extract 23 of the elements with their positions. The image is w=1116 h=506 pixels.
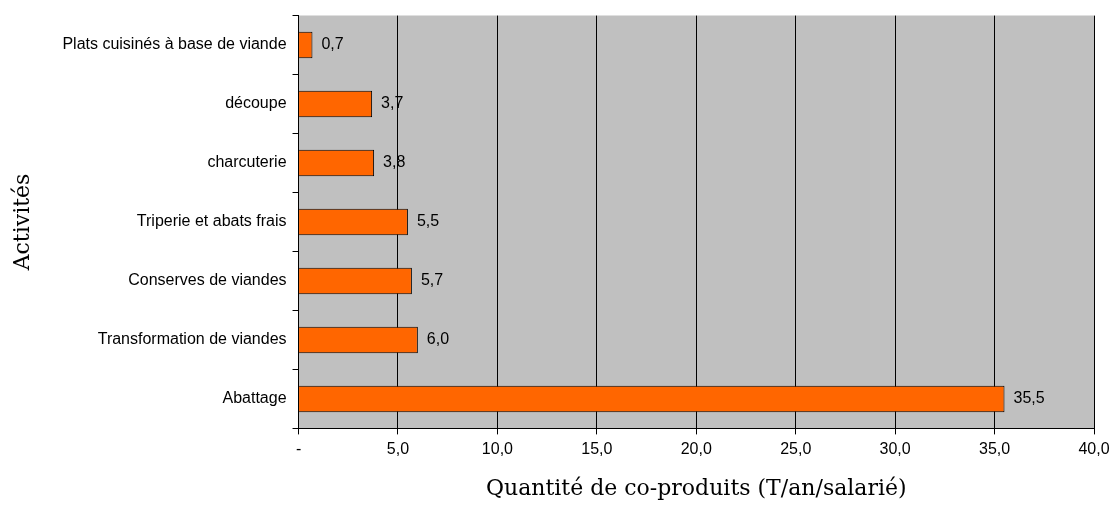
x-tick-label: 25,0 <box>780 440 812 458</box>
x-axis-title: Quantité de co-produits (T/an/salarié) <box>485 474 907 500</box>
x-tick-label: 10,0 <box>481 440 514 458</box>
y-tick-label: Transformation de viandes <box>97 330 287 348</box>
data-label: 5,7 <box>420 271 444 289</box>
x-tick-label: 15,0 <box>581 440 613 458</box>
y-tick-label: découpe <box>225 94 287 112</box>
x-tick-label: 40,0 <box>1078 440 1110 458</box>
y-axis-title: Activités <box>8 173 34 272</box>
data-label: 5,5 <box>416 212 440 230</box>
y-tick-label: Plats cuisinés à base de viande <box>62 35 287 53</box>
x-tick-label: 20,0 <box>680 440 712 458</box>
data-label: 6,0 <box>426 330 450 348</box>
x-tick-label: - <box>295 440 302 458</box>
y-tick-label: charcuterie <box>207 153 287 171</box>
y-tick-label: Conserves de viandes <box>128 271 287 289</box>
x-tick-label: 30,0 <box>879 440 911 458</box>
data-label: 0,7 <box>321 35 344 53</box>
y-tick-label: Triperie et abats frais <box>136 212 287 230</box>
x-tick-label: 35,0 <box>979 440 1011 458</box>
x-tick-label: 5,0 <box>386 440 410 458</box>
data-label: 35,5 <box>1013 389 1045 407</box>
y-tick-label: Abattage <box>222 389 287 407</box>
